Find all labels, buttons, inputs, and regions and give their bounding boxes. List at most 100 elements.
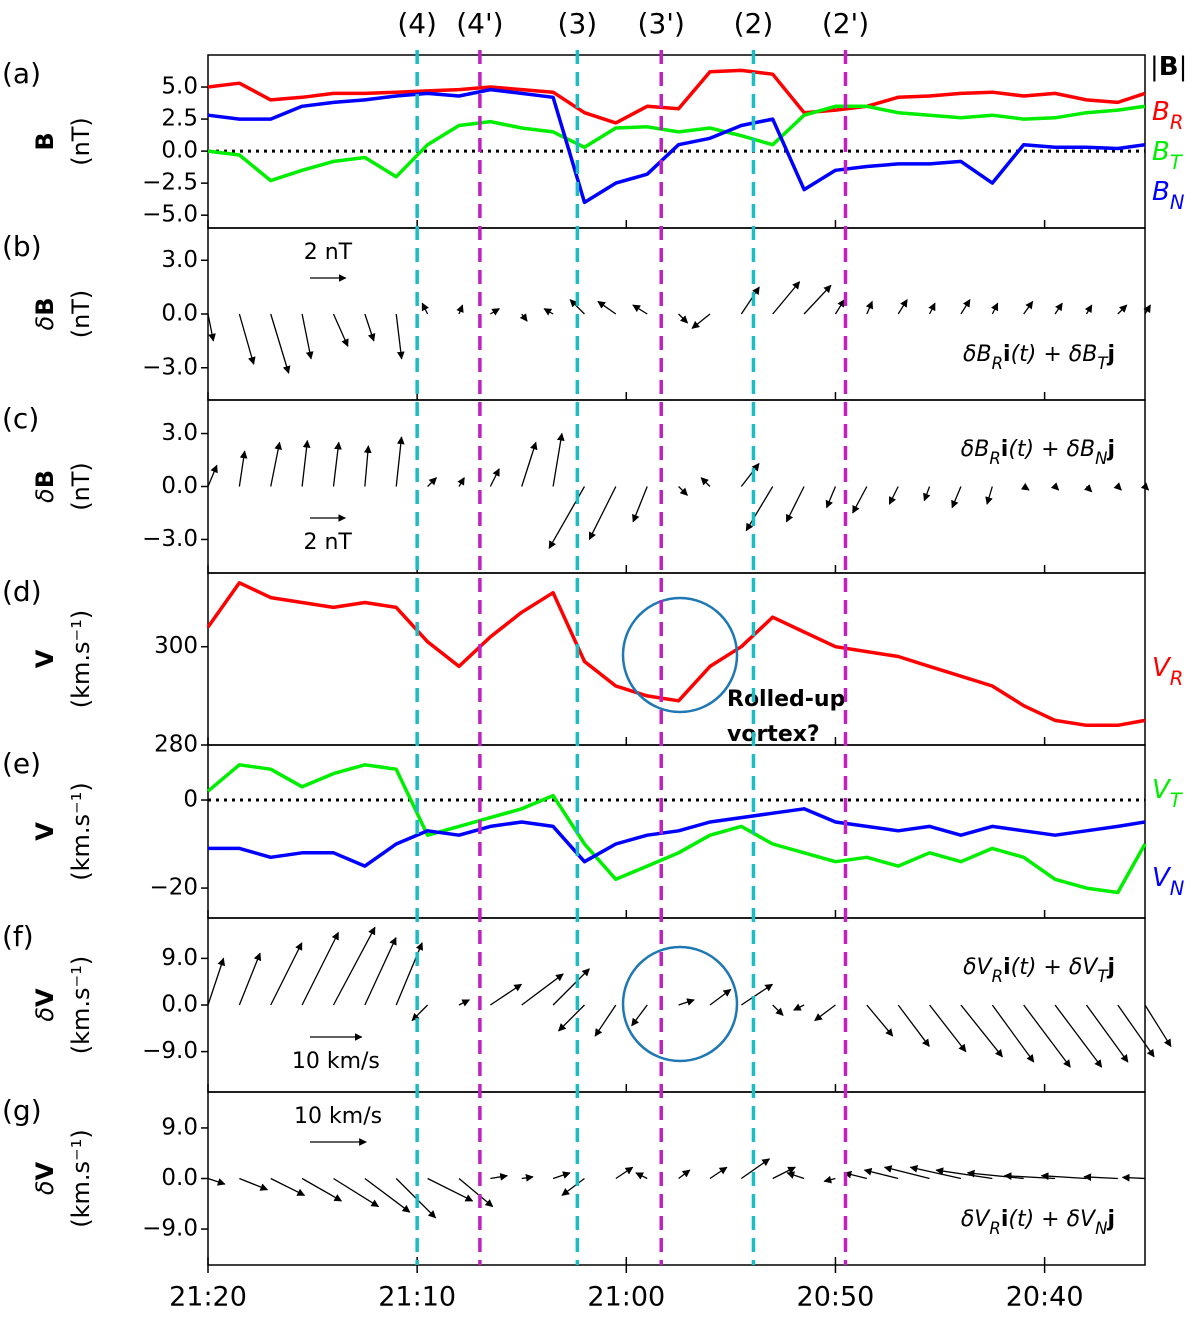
arrow: [1113, 482, 1122, 491]
arrow: [814, 1004, 836, 1022]
arrow: [745, 486, 774, 532]
arrow: [928, 302, 936, 315]
y-tick-label: −2.5: [142, 170, 198, 196]
text-part: N: [1170, 191, 1185, 214]
key-label: 2 nT: [304, 240, 353, 265]
arrow: [772, 1004, 784, 1016]
panel-frame: [207, 54, 1146, 229]
arrow: [332, 441, 342, 487]
arrow: [569, 299, 585, 315]
text-part: V: [1152, 863, 1172, 893]
arrow: [852, 486, 868, 514]
arrow: [740, 983, 774, 1006]
arrow: [588, 486, 617, 541]
arrow: [772, 281, 801, 315]
arrow: [1083, 1173, 1118, 1182]
arrow: [888, 486, 899, 505]
arrow: [458, 999, 471, 1007]
arrow: [863, 1167, 899, 1180]
arrow: [364, 313, 376, 342]
y-tick-label: 280: [154, 732, 198, 758]
legend-entry: VR: [1152, 653, 1183, 691]
arrow: [632, 486, 648, 523]
arrow: [427, 1177, 474, 1202]
arrow: [635, 1172, 648, 1180]
arrow: [960, 1004, 1003, 1058]
arrow: [740, 462, 760, 487]
arrow: [364, 936, 397, 1006]
arrow: [521, 973, 564, 1006]
data-line: [207, 104, 1146, 183]
arrow: [883, 1165, 930, 1180]
arrow: [552, 968, 590, 1006]
arrow: [363, 445, 372, 487]
arrow: [561, 1177, 585, 1196]
y-axis-label: δB: [31, 470, 59, 503]
arrow: [1054, 1004, 1103, 1068]
y-tick-label: −5.0: [142, 202, 198, 228]
text-part: δ: [31, 1180, 59, 1195]
arrow: [700, 477, 711, 487]
text-part: V: [31, 649, 59, 668]
text-part: B: [1152, 177, 1170, 207]
data-line: [206, 581, 1146, 728]
arrow: [239, 1177, 269, 1191]
arrow: [301, 313, 314, 360]
y-tick-label: 300: [154, 633, 198, 659]
text-part: j: [1106, 342, 1115, 367]
arrow: [490, 1172, 508, 1181]
text-part: δB: [961, 437, 990, 462]
text-part: i: [1003, 955, 1011, 980]
arrow: [238, 952, 262, 1006]
panel-label: (f): [2, 920, 34, 953]
y-axis-unit: (km.s⁻¹): [67, 610, 95, 708]
arrow: [793, 1003, 805, 1011]
arrow: [521, 441, 538, 487]
arrow: [1084, 304, 1093, 315]
arrow: [421, 302, 429, 315]
arrow: [1023, 300, 1034, 315]
y-axis-unit: (nT): [67, 290, 95, 339]
text-part: δ: [31, 316, 59, 331]
y-tick-label: 9.0: [161, 945, 198, 971]
arrow: [1040, 1172, 1087, 1181]
arrow: [207, 464, 218, 487]
y-axis-label: δV: [31, 988, 59, 1022]
text-part: B: [1159, 52, 1179, 82]
text-part: V: [31, 822, 59, 841]
arrow: [489, 983, 523, 1006]
arrow: [552, 432, 565, 487]
arrow: [548, 486, 586, 549]
y-axis-unit: (km.s⁻¹): [67, 956, 95, 1054]
y-axis-unit: (nT): [67, 117, 95, 166]
arrow: [238, 313, 256, 365]
panel-label: (d): [2, 575, 42, 608]
panel-label: (a): [2, 57, 41, 90]
annotation: Rolled-up: [727, 687, 845, 712]
y-axis-label: δB: [31, 298, 59, 331]
y-axis-label: δV: [31, 1161, 59, 1195]
arrow: [1143, 304, 1151, 315]
arrow: [1020, 482, 1030, 491]
arrow: [834, 299, 845, 315]
data-line: [206, 763, 1147, 895]
text-part: j: [1106, 1207, 1115, 1232]
arrow: [558, 1004, 585, 1032]
arrow: [489, 468, 500, 487]
formula: δVRi(t) + δVTj: [963, 955, 1115, 986]
text-part: j: [1106, 955, 1115, 980]
arrow: [985, 486, 993, 505]
arrow: [456, 304, 464, 315]
annotation: vortex?: [727, 722, 820, 747]
text-part: B: [1152, 137, 1170, 167]
arrow: [951, 486, 962, 509]
arrow: [543, 308, 554, 316]
annotation-circle: [621, 596, 739, 714]
y-tick-label: −9.0: [142, 1038, 198, 1064]
arrow: [1085, 1004, 1129, 1063]
text-part: R: [992, 354, 1003, 373]
arrow: [803, 284, 832, 315]
arrow: [207, 957, 226, 1006]
y-tick-label: 3.0: [161, 247, 198, 273]
arrow: [966, 1169, 1024, 1180]
